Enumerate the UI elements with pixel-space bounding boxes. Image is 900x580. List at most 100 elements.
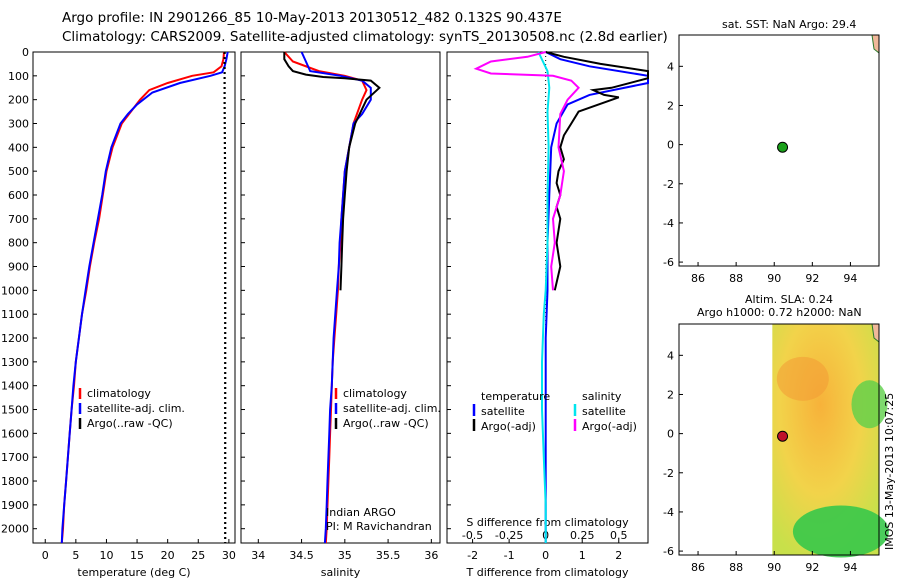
temperature-profile-legend-label: climatology bbox=[87, 387, 151, 400]
salinity-profile-xtick-label: 36 bbox=[424, 549, 438, 562]
sst-map-ytick-label: -4 bbox=[663, 217, 674, 230]
salinity-profile-xtick-label: 34 bbox=[251, 549, 265, 562]
difference-profile-legend-t-sat: satellite bbox=[481, 405, 525, 418]
salinity-profile-legend-label: climatology bbox=[343, 387, 407, 400]
temperature-profile-ytick-label: 1900 bbox=[1, 499, 29, 512]
temperature-profile-ytick-label: 400 bbox=[8, 141, 29, 154]
sla-map-low-anomaly bbox=[792, 505, 889, 558]
sla-map-high-anomaly bbox=[776, 356, 829, 401]
temperature-profile-ytick-label: 1500 bbox=[1, 404, 29, 417]
temperature-profile-ytick-label: 900 bbox=[8, 261, 29, 274]
temperature-profile-xtick-label: 30 bbox=[222, 549, 236, 562]
sla-map-ytick-label: -6 bbox=[663, 545, 674, 558]
temperature-profile-xtick-label: 20 bbox=[161, 549, 175, 562]
temperature-profile-ytick-label: 500 bbox=[8, 165, 29, 178]
difference-profile-legend-s-argo: Argo(-adj) bbox=[582, 420, 637, 433]
sst-map-coastline bbox=[871, 34, 880, 55]
temperature-profile-ytick-label: 2000 bbox=[1, 523, 29, 536]
sla-map-frame bbox=[678, 323, 880, 556]
sst-map-argo-point bbox=[777, 141, 789, 153]
salinity-profile-annotation-line2: PI: M Ravichandran bbox=[326, 520, 432, 533]
sst-map-xtick-label: 88 bbox=[729, 272, 743, 285]
salinity-profile-frame bbox=[240, 51, 441, 544]
temperature-profile-ytick-label: 1000 bbox=[1, 284, 29, 297]
salinity-profile-xtick-label: 35.5 bbox=[376, 549, 401, 562]
temperature-profile-xtick-label: 0 bbox=[42, 549, 49, 562]
salinity-profile-xtick-label: 34.5 bbox=[289, 549, 314, 562]
difference-profile-series-t-satellite bbox=[544, 51, 649, 543]
sst-map-title: sat. SST: NaN Argo: 29.4 bbox=[722, 18, 857, 31]
sst-map-xtick-label: 92 bbox=[805, 272, 819, 285]
temperature-profile-ytick-label: 300 bbox=[8, 118, 29, 131]
sst-map-xtick-label: 90 bbox=[767, 272, 781, 285]
temperature-profile-xtick-label: 15 bbox=[130, 549, 144, 562]
sla-map-ytick-label: -4 bbox=[663, 506, 674, 519]
sla-map-title: Altim. SLA: 0.24 bbox=[745, 293, 834, 306]
sst-map-ytick-label: 0 bbox=[667, 139, 674, 152]
temperature-profile-legend-label: satellite-adj. clim. bbox=[87, 402, 185, 415]
temperature-profile-ytick-label: 1600 bbox=[1, 427, 29, 440]
difference-profile-xtick-label: 2 bbox=[615, 549, 622, 562]
difference-profile-legend-s-head: salinity bbox=[582, 390, 622, 403]
difference-profile-xlabel: T difference from climatology bbox=[466, 566, 629, 579]
temperature-profile-ytick-label: 1400 bbox=[1, 380, 29, 393]
difference-profile-legend-t-argo: Argo(-adj) bbox=[481, 420, 536, 433]
temperature-profile-ytick-label: 700 bbox=[8, 213, 29, 226]
temperature-profile-xtick-label: 10 bbox=[99, 549, 113, 562]
difference-profile-xtick-label: 1 bbox=[579, 549, 586, 562]
temperature-profile-ytick-label: 600 bbox=[8, 189, 29, 202]
sla-map-ytick-label: 0 bbox=[667, 428, 674, 441]
temperature-profile-frame bbox=[32, 51, 236, 544]
difference-profile-xtick-label: -2 bbox=[467, 549, 478, 562]
figure-title-line2: Climatology: CARS2009. Satellite-adjuste… bbox=[62, 29, 668, 45]
difference-profile-stick-label: 0.25 bbox=[570, 529, 595, 542]
salinity-profile-legend-label: satellite-adj. clim. bbox=[343, 402, 441, 415]
salinity-profile-xtick-label: 35 bbox=[338, 549, 352, 562]
salinity-profile-annotation-line1: Indian ARGO bbox=[326, 506, 396, 519]
salinity-profile-series-argo bbox=[283, 52, 381, 291]
temperature-profile-ytick-label: 1100 bbox=[1, 308, 29, 321]
difference-profile-xtick-label: 0 bbox=[542, 549, 549, 562]
difference-profile-legend-s-sat: satellite bbox=[582, 405, 626, 418]
temperature-profile-xtick-label: 5 bbox=[72, 549, 79, 562]
difference-profile-xtick-label: -1 bbox=[504, 549, 515, 562]
sst-map-ytick-label: -2 bbox=[663, 178, 674, 191]
sla-map-xtick-label: 92 bbox=[805, 561, 819, 574]
temperature-profile-ytick-label: 1200 bbox=[1, 332, 29, 345]
salinity-profile-series-satellite bbox=[300, 51, 372, 544]
imos-timestamp: IMOS 13-May-2013 10:07:25 bbox=[883, 392, 896, 550]
temperature-profile-ytick-label: 1300 bbox=[1, 356, 29, 369]
salinity-profile-xlabel: salinity bbox=[321, 566, 361, 579]
sla-map-low-anomaly bbox=[851, 380, 888, 429]
sla-map-subtitle: Argo h1000: 0.72 h2000: NaN bbox=[697, 306, 862, 319]
temperature-profile-ytick-label: 100 bbox=[8, 70, 29, 83]
temperature-profile-series-satellite bbox=[60, 51, 229, 544]
sla-map-ytick-label: 2 bbox=[667, 388, 674, 401]
temperature-profile-xtick-label: 25 bbox=[191, 549, 205, 562]
temperature-profile-series-climatology bbox=[60, 51, 225, 544]
sst-map-ytick-label: 4 bbox=[667, 60, 674, 73]
figure-title-line1: Argo profile: IN 2901266_85 10-May-2013 … bbox=[62, 10, 562, 26]
sla-map-xtick-label: 90 bbox=[767, 561, 781, 574]
difference-profile-legend-t-head: temperature bbox=[481, 390, 550, 403]
sla-map-ytick-label: -2 bbox=[663, 467, 674, 480]
salinity-profile-legend-label: Argo(..raw -QC) bbox=[343, 417, 429, 430]
sla-map-ytick-label: 4 bbox=[667, 349, 674, 362]
sla-map-xtick-label: 94 bbox=[843, 561, 857, 574]
sst-map-xtick-label: 94 bbox=[843, 272, 857, 285]
temperature-profile-ytick-label: 800 bbox=[8, 237, 29, 250]
sst-map-xtick-label: 86 bbox=[691, 272, 705, 285]
sst-map-ytick-label: 2 bbox=[667, 99, 674, 112]
difference-profile-xlabel2: S difference from climatology bbox=[466, 516, 629, 529]
difference-profile-series-t-argo bbox=[545, 51, 649, 291]
temperature-profile-ytick-label: 1700 bbox=[1, 451, 29, 464]
sla-map-xtick-label: 86 bbox=[691, 561, 705, 574]
temperature-profile-ytick-label: 1800 bbox=[1, 475, 29, 488]
difference-profile-series-s-satellite bbox=[537, 51, 551, 543]
temperature-profile-xlabel: temperature (deg C) bbox=[77, 566, 190, 579]
difference-profile-series-s-argo bbox=[473, 51, 580, 291]
difference-profile-stick-label: -0.25 bbox=[495, 529, 523, 542]
difference-profile-stick-label: 0.5 bbox=[610, 529, 628, 542]
temperature-profile-legend-label: Argo(..raw -QC) bbox=[87, 417, 173, 430]
